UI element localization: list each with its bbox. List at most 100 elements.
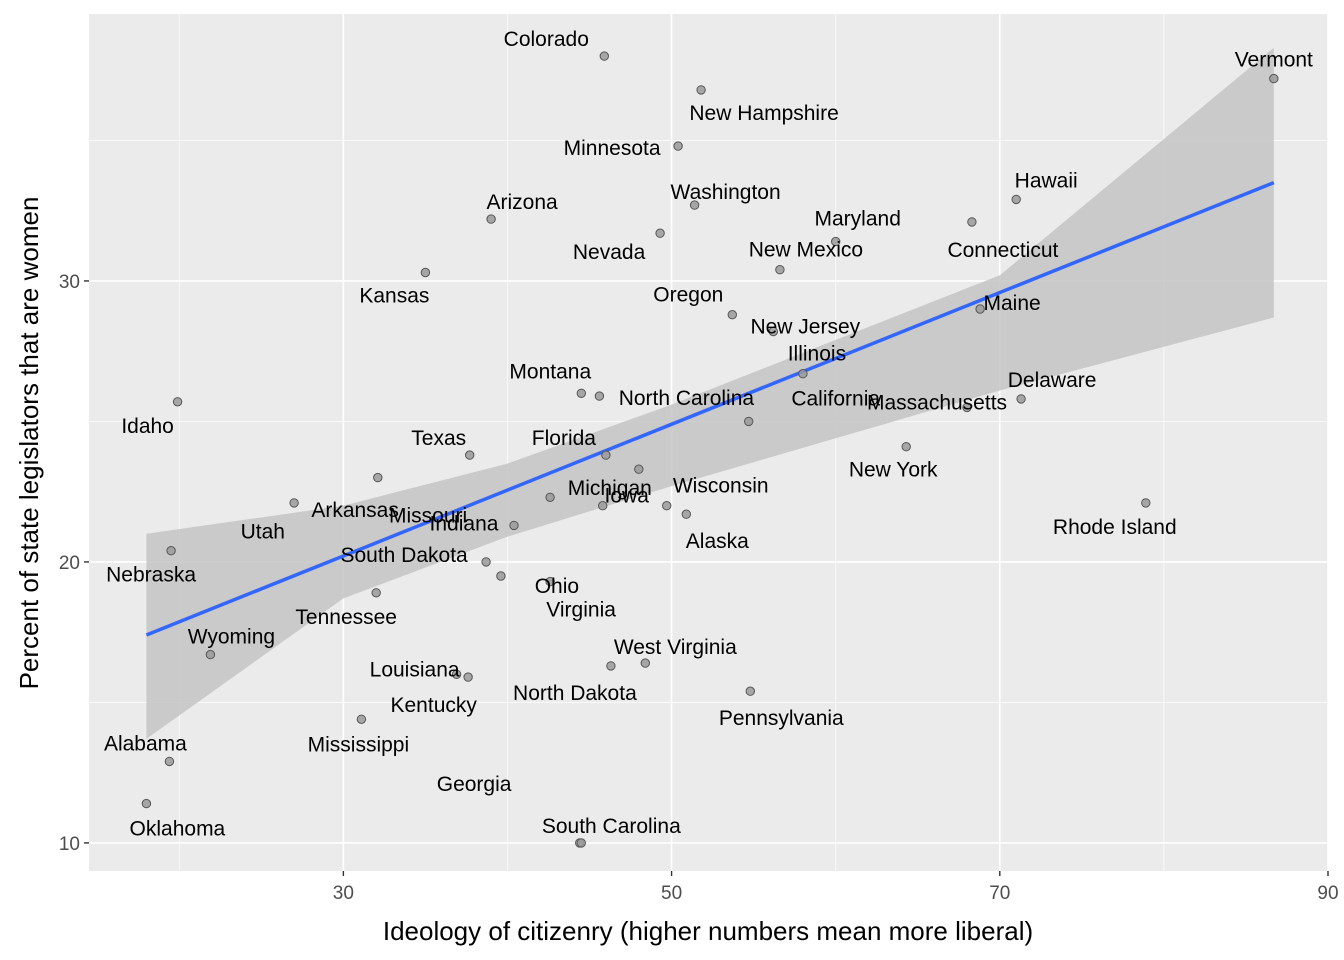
point-label: Rhode Island xyxy=(1053,516,1177,539)
data-point xyxy=(1011,194,1021,205)
data-point xyxy=(655,228,665,238)
data-point xyxy=(798,369,808,379)
data-point xyxy=(420,267,431,278)
data-point xyxy=(662,501,672,511)
point-label: Vermont xyxy=(1235,49,1313,72)
data-point xyxy=(356,714,367,724)
x-tick-label: 50 xyxy=(661,883,682,904)
data-point xyxy=(371,588,381,598)
point-label: West Virginia xyxy=(614,636,737,659)
point-label: Alabama xyxy=(104,732,187,755)
point-label: New Mexico xyxy=(749,239,863,262)
data-point xyxy=(598,501,608,511)
data-point xyxy=(373,472,383,483)
data-point xyxy=(606,661,616,671)
data-point xyxy=(545,576,555,587)
data-point xyxy=(576,388,586,398)
data-point xyxy=(768,326,778,337)
point-label: Illinois xyxy=(788,343,846,366)
point-label: Arkansas xyxy=(311,499,399,522)
confidence-band xyxy=(146,47,1274,739)
data-points xyxy=(141,51,1279,848)
data-point xyxy=(205,649,216,660)
data-point xyxy=(594,391,605,401)
data-point xyxy=(1016,394,1026,404)
data-point xyxy=(689,200,700,210)
point-label: Montana xyxy=(509,360,591,383)
data-point xyxy=(545,492,555,502)
point-label: Georgia xyxy=(437,773,512,796)
point-label: South Carolina xyxy=(542,815,681,838)
data-point xyxy=(775,265,785,275)
point-label: Ohio xyxy=(535,575,579,598)
point-label: Iowa xyxy=(605,485,650,508)
y-tick-label: 30 xyxy=(59,272,80,293)
data-point xyxy=(172,397,183,407)
point-label: Texas xyxy=(411,427,466,450)
data-point xyxy=(509,520,519,531)
data-point xyxy=(451,669,462,679)
point-label: Delaware xyxy=(1008,369,1097,392)
data-point xyxy=(745,686,755,696)
point-label: Idaho xyxy=(121,415,174,438)
data-point xyxy=(141,798,152,809)
data-point xyxy=(744,416,754,427)
data-point xyxy=(1141,498,1151,508)
data-point xyxy=(486,214,496,224)
point-label: Nevada xyxy=(573,241,646,264)
point-label: Oregon xyxy=(653,284,723,307)
grid-lines xyxy=(89,14,1329,871)
point-label: Utah xyxy=(241,521,285,544)
y-tick-label: 20 xyxy=(59,553,80,574)
point-label: Mississippi xyxy=(308,733,410,756)
x-tick-label: 30 xyxy=(333,883,354,904)
y-axis-title: Percent of state legislators that are wo… xyxy=(14,197,44,690)
data-point xyxy=(463,672,473,682)
point-label: North Dakota xyxy=(513,682,637,705)
point-label: Louisiana xyxy=(370,658,460,681)
data-point xyxy=(1269,73,1279,84)
data-point xyxy=(599,51,609,61)
point-label: Hawaii xyxy=(1015,169,1078,192)
point-label: Virginia xyxy=(546,599,616,622)
x-axis-ticks: 30 50 70 90 xyxy=(333,871,1339,904)
point-label: Massachusetts xyxy=(867,391,1007,414)
data-point xyxy=(681,509,691,519)
data-point xyxy=(634,464,644,474)
data-point xyxy=(640,658,650,668)
point-label: Oklahoma xyxy=(130,818,226,841)
data-point xyxy=(496,571,506,581)
point-label: Arizona xyxy=(486,191,558,214)
data-point xyxy=(465,450,475,460)
point-label: Kansas xyxy=(359,285,429,308)
point-label: New Jersey xyxy=(750,316,860,339)
point-label: Minnesota xyxy=(564,137,661,160)
point-label: Florida xyxy=(532,427,597,450)
data-point xyxy=(901,442,911,452)
y-tick-label: 10 xyxy=(59,834,80,855)
point-label: Michigan xyxy=(568,477,652,500)
point-label: North Carolina xyxy=(619,387,755,410)
point-label: Wisconsin xyxy=(673,475,769,498)
point-label: Alaska xyxy=(686,530,749,553)
point-label: California xyxy=(791,387,880,410)
point-label: New York xyxy=(849,459,938,482)
data-point xyxy=(962,402,972,413)
point-label: Nebraska xyxy=(106,564,196,587)
data-point xyxy=(975,304,985,314)
x-axis-title: Ideology of citizenry (higher numbers me… xyxy=(383,916,1033,946)
point-label: Washington xyxy=(671,181,781,204)
point-label: Pennsylvania xyxy=(719,707,844,730)
point-label: New Hampshire xyxy=(689,102,838,125)
data-point xyxy=(576,838,586,848)
point-labels: Colorado Vermont New Hampshire Minnesota Haw… xyxy=(104,28,1313,841)
point-label: Connecticut xyxy=(947,239,1058,262)
data-point xyxy=(696,85,706,95)
point-label: Tennessee xyxy=(295,606,397,629)
data-point xyxy=(831,236,841,247)
point-label: Colorado xyxy=(504,28,589,51)
data-point xyxy=(166,546,176,556)
point-label: Wyoming xyxy=(188,626,275,649)
point-label: Missouri xyxy=(389,504,467,527)
